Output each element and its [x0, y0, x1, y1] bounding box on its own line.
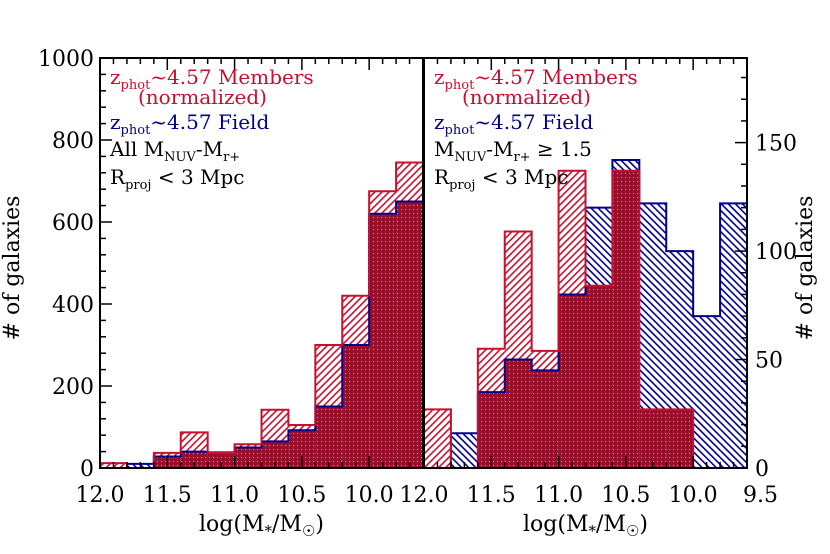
- member-bar: [424, 409, 451, 468]
- overlap-bar: [531, 370, 559, 468]
- y-axis-label: # of galaxies: [0, 196, 25, 341]
- y-tick-label: 600: [52, 211, 94, 236]
- field-bar: [693, 316, 721, 468]
- x-tick-label: 10.0: [345, 483, 394, 508]
- right-panel: 12.0 11.5 11.0 10.5 10.0 9.50 50 100 150 log(M*/M…: [400, 57, 818, 540]
- y-tick-label: 400: [52, 293, 94, 318]
- overlap-bar: [234, 447, 262, 468]
- selection-annotation: MNUV-Mr+ ≥ 1.5: [434, 137, 592, 165]
- rproj-annotation: Rproj < 3 Mpc: [434, 165, 569, 193]
- overlap-bar: [342, 345, 370, 468]
- overlap-bar: [639, 409, 667, 468]
- legend-entry: zphot~4.57 Members: [110, 65, 314, 93]
- x-tick-label: 11.5: [143, 483, 192, 508]
- overlap-bar: [207, 452, 235, 468]
- rproj-annotation: Rproj < 3 Mpc: [110, 165, 245, 193]
- overlap-bar: [585, 285, 613, 468]
- overlap-bar: [504, 359, 532, 468]
- x-tick-label: 9.5: [743, 483, 778, 508]
- legend-entry: (normalized): [138, 85, 267, 109]
- legend-entry: (normalized): [462, 85, 591, 109]
- field-bar: [720, 203, 747, 468]
- y-tick-label: 100: [755, 240, 797, 265]
- overlap-bar: [180, 451, 208, 468]
- overlap-bar: [396, 201, 423, 468]
- x-axis-label: log(M*/M☉): [523, 512, 648, 540]
- x-tick-label: 11.0: [210, 483, 259, 508]
- overlap-bar: [666, 409, 694, 468]
- legend-entry: zphot~4.57 Members: [434, 65, 638, 93]
- x-tick-label: 12.0: [76, 483, 125, 508]
- y-tick-label: 800: [52, 129, 94, 154]
- x-tick-label: 11.0: [534, 483, 583, 508]
- y-tick-label: 50: [755, 349, 783, 374]
- x-tick-label: 12.0: [400, 483, 449, 508]
- legend-entry: zphot~4.57 Field: [110, 110, 269, 138]
- legend-entry: zphot~4.57 Field: [434, 110, 593, 138]
- y-tick-label: 150: [755, 132, 797, 157]
- y-tick-label: 1000: [38, 47, 94, 72]
- x-tick-label: 11.5: [467, 483, 516, 508]
- y-axis-label: # of galaxies: [793, 196, 818, 341]
- left-panel: 12.0 11.5 11.0 10.5 10.0 0 200 400 600 800 1000 log…: [0, 47, 424, 540]
- overlap-bar: [477, 392, 505, 468]
- x-axis-label: log(M*/M☉): [199, 512, 324, 540]
- overlap-bar: [315, 406, 343, 468]
- selection-annotation: All MNUV-Mr+: [109, 137, 240, 165]
- x-tick-label: 10.0: [669, 483, 718, 508]
- overlap-bar: [612, 170, 640, 468]
- overlap-bar: [369, 213, 397, 468]
- x-tick-label: 10.5: [601, 483, 650, 508]
- y-tick-label: 0: [755, 457, 769, 482]
- x-tick-label: 10.5: [277, 483, 326, 508]
- y-tick-label: 200: [52, 375, 94, 400]
- y-tick-label: 0: [80, 457, 94, 482]
- overlap-bar: [558, 294, 586, 468]
